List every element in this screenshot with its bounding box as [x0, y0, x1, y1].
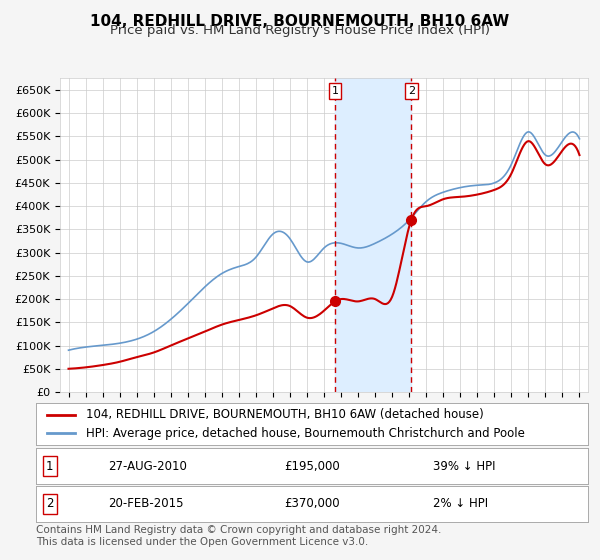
Text: HPI: Average price, detached house, Bournemouth Christchurch and Poole: HPI: Average price, detached house, Bour…: [86, 427, 524, 440]
Bar: [335, 78, 411, 392]
Text: 104, REDHILL DRIVE, BOURNEMOUTH, BH10 6AW (detached house): 104, REDHILL DRIVE, BOURNEMOUTH, BH10 6A…: [86, 408, 484, 422]
Text: £195,000: £195,000: [284, 460, 340, 473]
Text: 2: 2: [46, 497, 53, 510]
Text: 1: 1: [332, 86, 338, 96]
Text: 39% ↓ HPI: 39% ↓ HPI: [433, 460, 496, 473]
Text: £370,000: £370,000: [284, 497, 340, 510]
Text: 2: 2: [407, 86, 415, 96]
Text: 104, REDHILL DRIVE, BOURNEMOUTH, BH10 6AW: 104, REDHILL DRIVE, BOURNEMOUTH, BH10 6A…: [91, 14, 509, 29]
Text: 20-FEB-2015: 20-FEB-2015: [108, 497, 183, 510]
Text: Price paid vs. HM Land Registry's House Price Index (HPI): Price paid vs. HM Land Registry's House …: [110, 24, 490, 36]
Text: Contains HM Land Registry data © Crown copyright and database right 2024.
This d: Contains HM Land Registry data © Crown c…: [36, 525, 442, 547]
Text: 2% ↓ HPI: 2% ↓ HPI: [433, 497, 488, 510]
Text: 1: 1: [46, 460, 53, 473]
Text: 27-AUG-2010: 27-AUG-2010: [108, 460, 187, 473]
